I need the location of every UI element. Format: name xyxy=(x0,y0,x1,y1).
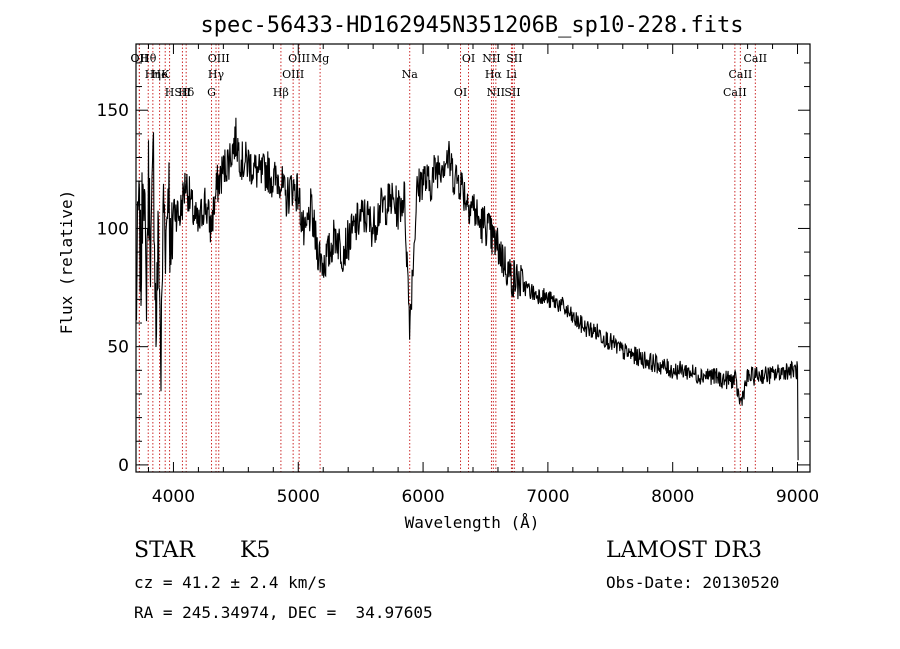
emission-line-label: Hθ xyxy=(140,52,157,65)
emission-line-label: OI xyxy=(462,52,475,65)
x-axis-label: Wavelength (Å) xyxy=(405,513,540,532)
emission-line-label: CaII xyxy=(729,68,753,81)
y-axis-label: Flux (relative) xyxy=(57,190,76,335)
emission-line-label: Mg xyxy=(311,52,329,65)
y-tick-label: 150 xyxy=(97,101,129,121)
observation-date: Obs-Date: 20130520 xyxy=(606,573,780,592)
redshift-cz: cz = 41.2 ± 2.4 km/s xyxy=(134,573,327,592)
emission-line-label: OIII xyxy=(282,68,304,81)
x-tick-label: 8000 xyxy=(651,487,694,507)
emission-line-label: Na xyxy=(402,68,419,81)
emission-line-label: SII xyxy=(174,86,190,99)
emission-line-label: OIII xyxy=(208,52,230,65)
emission-line-label: CaII xyxy=(723,86,747,99)
emission-line-label: K xyxy=(161,68,170,81)
x-tick-label: 7000 xyxy=(526,487,569,507)
y-tick-label: 0 xyxy=(118,456,129,476)
x-tick-label: 5000 xyxy=(277,487,320,507)
spectral-subclass: K5 xyxy=(240,538,271,563)
emission-line-label: Hδ xyxy=(178,86,195,99)
emission-line-label: OI xyxy=(454,86,467,99)
emission-line-label: NII xyxy=(487,86,505,99)
emission-line-label: H xyxy=(165,86,175,99)
coordinates: RA = 245.34974, DEC = 34.97605 xyxy=(134,603,433,622)
emission-line-label: OII xyxy=(131,52,149,65)
emission-line-label: OIII xyxy=(288,52,310,65)
emission-line-label: Hγ xyxy=(208,68,225,81)
emission-line-label: He xyxy=(152,68,168,81)
emission-line-label: G xyxy=(207,86,216,99)
axes: 4000 5000 6000 7000 8000 9000 0 50 100 150 xyxy=(97,44,819,507)
emission-line-label: Hβ xyxy=(273,86,289,99)
emission-line-label: Li xyxy=(506,68,517,81)
emission-line-label: NII xyxy=(482,52,500,65)
plot-frame xyxy=(135,43,811,473)
y-tick-label: 50 xyxy=(107,338,129,358)
object-type: STAR xyxy=(134,538,195,563)
survey-name: LAMOST DR3 xyxy=(606,538,762,563)
emission-line-label: Hα xyxy=(485,68,503,81)
y-tick-label: 100 xyxy=(97,219,129,239)
chart-title: spec-56433-HD162945N351206B_sp10-228.fit… xyxy=(200,13,743,38)
emission-line-label: SII xyxy=(506,52,522,65)
emission-line-label: Hη xyxy=(145,68,161,81)
emission-line-markers xyxy=(138,44,756,472)
x-tick-label: 6000 xyxy=(401,487,444,507)
x-tick-label: 9000 xyxy=(776,487,819,507)
emission-line-label: CaII xyxy=(743,52,767,65)
emission-line-labels: HθKHδOIIHeSIIOIIHηHOIIIHγGOIIIOIIIHβMgNa… xyxy=(131,52,768,99)
x-tick-label: 4000 xyxy=(152,487,195,507)
spectrum-series-line xyxy=(135,117,799,461)
emission-line-label: SII xyxy=(504,86,520,99)
emission-line-label: OII xyxy=(131,52,149,65)
